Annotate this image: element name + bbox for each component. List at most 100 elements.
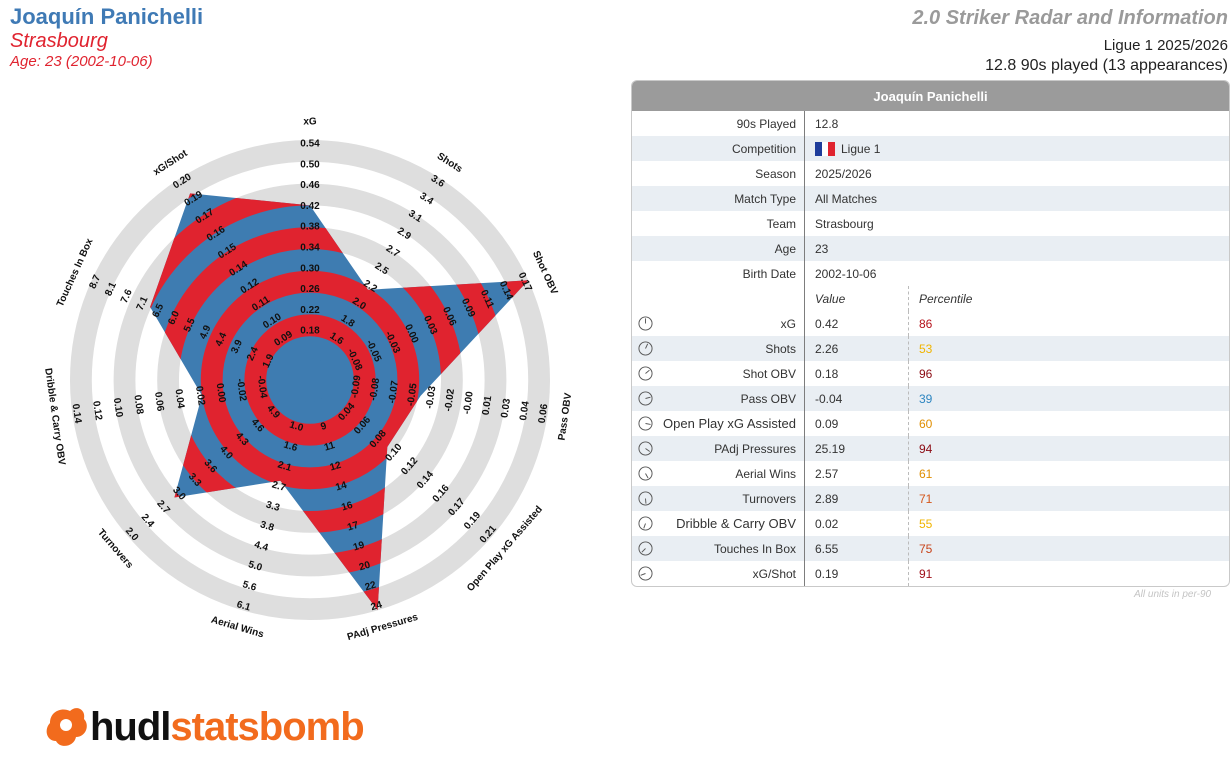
player-header: Joaquín Panichelli Strasbourg Age: 23 (2… bbox=[10, 4, 203, 72]
axis-tick-label: 0.18 bbox=[300, 326, 320, 337]
info-value: Strasbourg bbox=[805, 211, 1225, 236]
axis-tick-label: 3.9 bbox=[229, 338, 245, 356]
gauge-icon bbox=[638, 341, 653, 356]
axis-tick-label: -0.00 bbox=[462, 390, 476, 415]
radar-band bbox=[200, 270, 420, 490]
team-name: Strasbourg bbox=[10, 30, 108, 52]
axis-tick-label: 7.1 bbox=[135, 295, 151, 313]
radar-ring bbox=[113, 183, 507, 577]
gauge-icon bbox=[638, 316, 653, 331]
metric-label: Turnovers bbox=[742, 491, 796, 506]
metric-label: Touches In Box bbox=[713, 541, 796, 556]
axis-tick-label: 0.02 bbox=[193, 385, 207, 406]
axis-tick-label: 0.34 bbox=[300, 243, 320, 254]
percentile-header: Percentile bbox=[919, 291, 973, 306]
metric-label: xG/Shot bbox=[752, 566, 796, 581]
info-value: 23 bbox=[805, 236, 1225, 261]
axis-tick-label: 9 bbox=[319, 421, 328, 433]
axis-tick-label: 1.0 bbox=[288, 420, 305, 435]
info-value-text: Strasbourg bbox=[815, 216, 874, 231]
radar-title: 2.0 Striker Radar and Information bbox=[912, 7, 1228, 29]
axis-tick-label: 16 bbox=[340, 500, 354, 514]
radar-header: 2.0 Striker Radar and Information Ligue … bbox=[912, 6, 1228, 76]
info-value: Ligue 1 bbox=[805, 136, 1225, 161]
info-row: Birth Date 2002-10-06 bbox=[632, 261, 1229, 286]
axis-tick-label: 1.6 bbox=[282, 440, 299, 455]
value-header: Value bbox=[805, 286, 909, 311]
age-line: Age: 23 (2002-10-06) bbox=[10, 53, 153, 70]
axis-tick-label: 4.4 bbox=[214, 331, 230, 349]
axis-tick-label: 0.06 bbox=[152, 391, 166, 412]
axis-tick-label: 4.4 bbox=[253, 539, 270, 554]
info-value-text: 23 bbox=[815, 241, 829, 256]
axis-tick-label: 2.1 bbox=[276, 459, 293, 474]
metric-label: Aerial Wins bbox=[735, 466, 796, 481]
metric-label: Pass OBV bbox=[740, 391, 796, 406]
axis-tick-label: 3.3 bbox=[265, 499, 282, 514]
axis-tick-label: 0.04 bbox=[172, 388, 186, 409]
metric-percentile: 75 bbox=[919, 541, 933, 556]
info-value-text: 2025/2026 bbox=[815, 166, 872, 181]
metric-percentile: 91 bbox=[919, 566, 933, 581]
metric-row: Turnovers 2.89 71 bbox=[632, 486, 1229, 511]
axis-tick-label: 0.04 bbox=[518, 400, 532, 421]
axis-tick-label: 0.30 bbox=[300, 263, 320, 274]
metric-row: xG/Shot 0.19 91 bbox=[632, 561, 1229, 586]
radar-ring bbox=[69, 139, 551, 621]
axis-label: Pass OBV bbox=[557, 392, 575, 441]
metric-row: Aerial Wins 2.57 61 bbox=[632, 461, 1229, 486]
metric-row: Dribble & Carry OBV 0.02 55 bbox=[632, 511, 1229, 536]
axis-tick-label: 0.06 bbox=[537, 403, 551, 424]
gauge-icon bbox=[638, 516, 653, 531]
axis-tick-label: 3.8 bbox=[259, 519, 276, 534]
metric-value: 0.02 bbox=[805, 511, 909, 536]
axis-tick-label: 5.5 bbox=[182, 316, 198, 334]
axis-label: PAdj Pressures bbox=[346, 612, 420, 643]
gauge-icon bbox=[638, 466, 653, 481]
info-value: 2025/2026 bbox=[805, 161, 1225, 186]
metric-value: 0.18 bbox=[805, 361, 909, 386]
radar-chart: 0.18 0.22 0.26 0.30 0.34 0.38 0.42 0.46 0.50 0.54… bbox=[42, 117, 575, 644]
metric-row: Touches In Box 6.55 75 bbox=[632, 536, 1229, 561]
league-season: Ligue 1 2025/2026 bbox=[1103, 37, 1228, 54]
axis-tick-label: -0.07 bbox=[387, 380, 401, 405]
metric-value: 2.26 bbox=[805, 336, 909, 361]
radar-band bbox=[244, 314, 376, 446]
axis-tick-label: 0.03 bbox=[499, 397, 513, 418]
axis-label: Dribble & Carry OBV bbox=[42, 368, 67, 467]
metric-row: xG 0.42 86 bbox=[632, 311, 1229, 336]
metric-label: xG bbox=[780, 316, 796, 331]
info-row: Season 2025/2026 bbox=[632, 161, 1229, 186]
axis-tick-label: 6.0 bbox=[166, 309, 182, 327]
gauge-icon bbox=[638, 416, 653, 431]
axis-tick-label: -0.05 bbox=[406, 382, 420, 407]
axis-tick-label: 11 bbox=[323, 440, 337, 454]
axis-tick-label: -0.02 bbox=[443, 388, 457, 413]
gauge-icon bbox=[638, 366, 653, 381]
axis-tick-label: 0.10 bbox=[111, 397, 125, 418]
played-line: 12.8 90s played (13 appearances) bbox=[985, 57, 1228, 74]
info-value-text: 2002-10-06 bbox=[815, 266, 877, 281]
axis-tick-label: 0.22 bbox=[300, 305, 320, 316]
metric-value: 0.19 bbox=[805, 561, 909, 586]
axis-tick-label: 24 bbox=[370, 599, 384, 613]
radar-center bbox=[288, 358, 332, 402]
axis-tick-label: 0.46 bbox=[300, 180, 320, 191]
axis-label: xG bbox=[303, 117, 317, 128]
axis-tick-label: -0.02 bbox=[234, 378, 248, 403]
metric-row: Shots 2.26 53 bbox=[632, 336, 1229, 361]
metric-header-row: Value Percentile bbox=[632, 286, 1229, 311]
axis-tick-label: 22 bbox=[364, 580, 378, 594]
axis-tick-label: 1.9 bbox=[261, 352, 277, 370]
info-value-text: Ligue 1 bbox=[841, 141, 881, 156]
axis-tick-label: 0.50 bbox=[300, 159, 320, 170]
info-label: Birth Date bbox=[632, 261, 805, 286]
axis-tick-label: 2.4 bbox=[245, 345, 261, 363]
info-row: Match Type All Matches bbox=[632, 186, 1229, 211]
metric-value: 2.89 bbox=[805, 486, 909, 511]
info-table: Joaquín Panichelli 90s Played 12.8 Competi… bbox=[631, 80, 1230, 587]
metric-value: 0.42 bbox=[805, 311, 909, 336]
metric-row: Open Play xG Assisted 0.09 60 bbox=[632, 411, 1229, 436]
info-row: 90s Played 12.8 bbox=[632, 111, 1229, 136]
axis-label: Aerial Wins bbox=[210, 615, 266, 641]
